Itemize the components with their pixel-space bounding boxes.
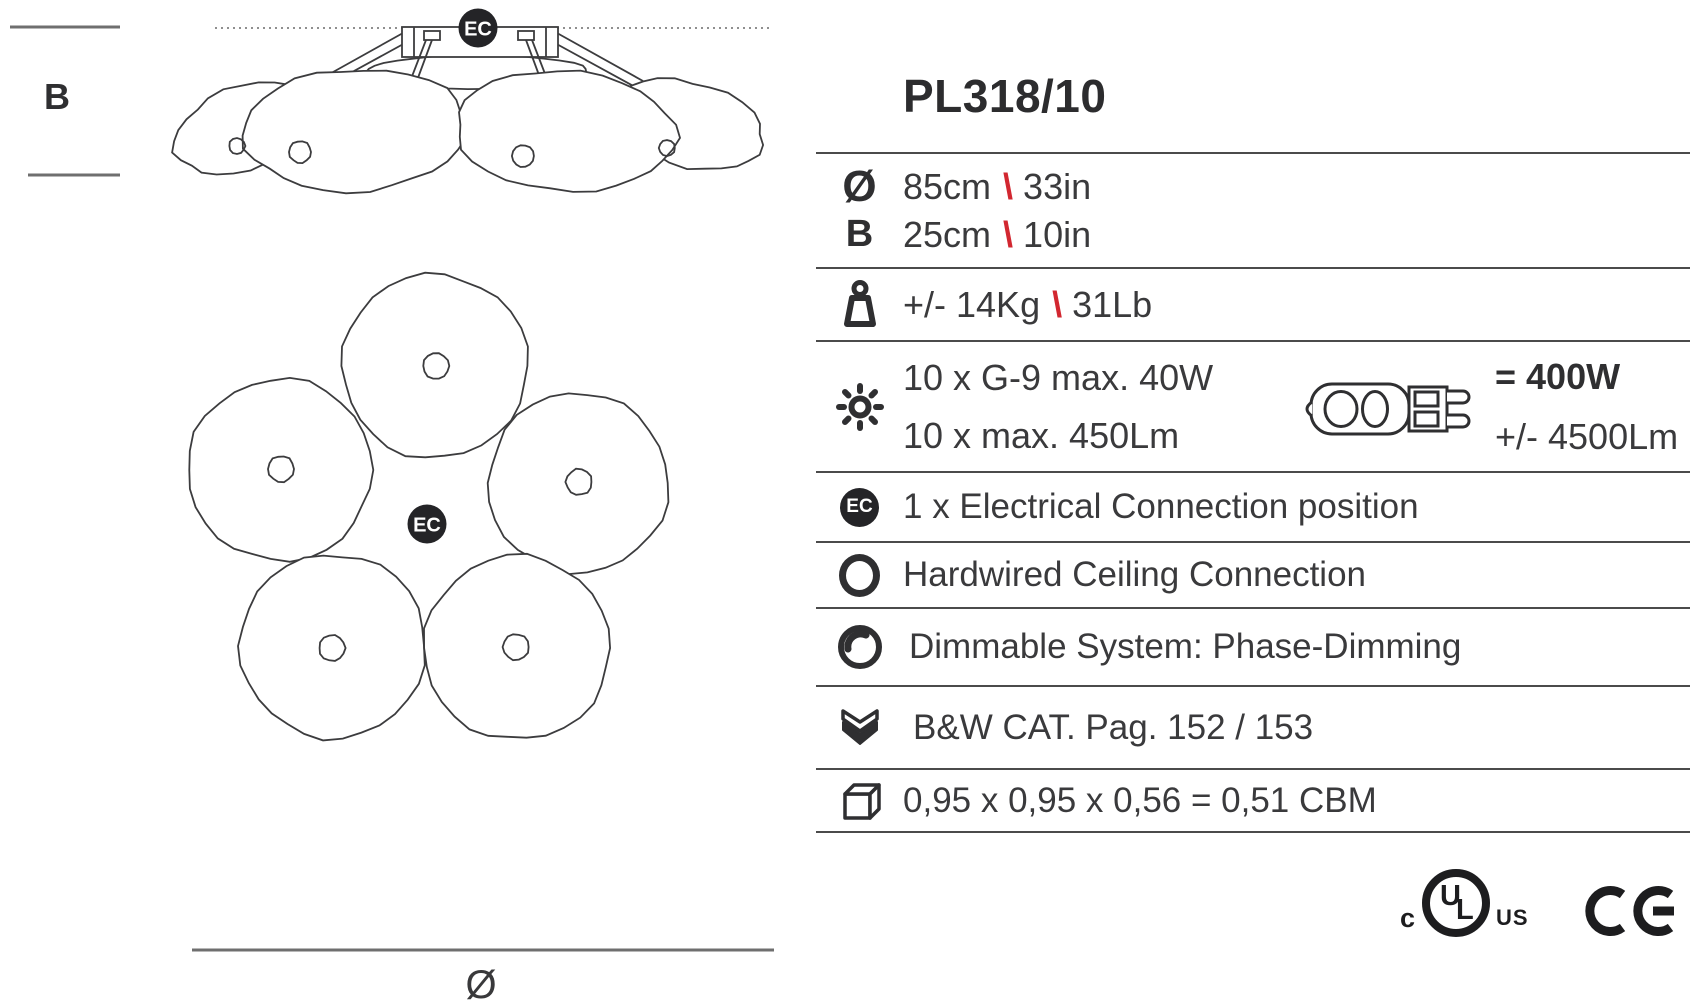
unit-separator: \ [1003, 213, 1014, 255]
side-view: EC [171, 8, 772, 195]
cul-c-label: c [1400, 903, 1416, 933]
packing-volume-label: 0,95 x 0,95 x 0,56 = 0,51 CBM [903, 780, 1377, 820]
lamping-row: 10 x G-9 max. 40W 10 x max. 450Lm = 400W… [816, 342, 1690, 473]
ceiling-connection-row: Hardwired Ceiling Connection [816, 543, 1690, 609]
total-lumens: +/- 4500Lm [1495, 415, 1679, 457]
spec-panel: PL318/10 Ø 85cm \ 33in B 25cm \ 10in [816, 40, 1690, 1002]
dimming-label: Dimmable System: Phase-Dimming [909, 627, 1462, 666]
diameter-metric: 85cm [903, 165, 992, 207]
diameter-dimension: Ø [192, 948, 774, 1002]
lamping-line1: 10 x G-9 max. 40W [903, 356, 1214, 398]
glass-disc [423, 552, 612, 739]
ul-circle: U L [1422, 869, 1490, 937]
technical-drawing: B [10, 8, 774, 1002]
unit-separator: \ [1052, 283, 1063, 325]
svg-text:EC: EC [464, 19, 492, 41]
dimensions-row: Ø 85cm \ 33in B 25cm \ 10in [816, 154, 1690, 269]
height-spec: B 25cm \ 10in [816, 211, 1690, 259]
electrical-connection-label: 1 x Electrical Connection position [903, 487, 1419, 526]
ec-badge-top: EC [407, 504, 447, 544]
svg-text:EC: EC [413, 515, 441, 537]
height-dimension: B [10, 25, 120, 177]
cul-us-label: US [1496, 905, 1529, 930]
weight-icon [816, 278, 903, 332]
ceiling-connection-label: Hardwired Ceiling Connection [903, 555, 1367, 594]
unit-separator: \ [1003, 165, 1014, 207]
weight-row: +/- 14Kg \ 31Lb [816, 269, 1690, 342]
height-imperial: 10in [1023, 213, 1092, 255]
certifications-row: c U L US [816, 833, 1690, 1002]
cul-us-mark: c U L US [1400, 869, 1540, 949]
glass-disc [340, 271, 529, 459]
catalog-label: B&W CAT. Pag. 152 / 153 [913, 707, 1314, 747]
diameter-dim-label: Ø [465, 963, 496, 1002]
catalog-row: B&W CAT. Pag. 152 / 153 [816, 687, 1690, 770]
height-icon: B [845, 213, 874, 255]
electrical-connection-row: EC 1 x Electrical Connection position [816, 473, 1690, 543]
total-wattage: = 400W [1495, 355, 1621, 397]
ce-mark [1585, 886, 1674, 936]
bulb-icon [816, 379, 903, 435]
weight-metric: +/- 14Kg [903, 283, 1041, 325]
g9-bulb-icon [1305, 382, 1471, 436]
box-icon [816, 778, 903, 824]
dimming-row: Dimmable System: Phase-Dimming [816, 609, 1690, 687]
weight-imperial: 31Lb [1072, 283, 1153, 325]
title-row: PL318/10 [816, 40, 1690, 154]
packing-volume-row: 0,95 x 0,95 x 0,56 = 0,51 CBM [816, 770, 1690, 833]
diameter-imperial: 33in [1023, 165, 1092, 207]
diameter-spec: Ø 85cm \ 33in [816, 161, 1690, 211]
lamping-line2: 10 x max. 450Lm [903, 414, 1180, 456]
glass-disc [188, 376, 375, 563]
glass-disc [486, 392, 670, 576]
hardwired-icon [816, 553, 903, 597]
diameter-icon: Ø [842, 161, 877, 211]
dimmer-icon [816, 622, 903, 672]
top-view: EC [188, 271, 670, 742]
height-dim-label: B [44, 76, 70, 117]
product-model: PL318/10 [903, 70, 1107, 122]
ec-icon: EC [816, 487, 903, 527]
glass-disc [237, 554, 426, 742]
height-metric: 25cm [903, 213, 992, 255]
catalog-book-icon [816, 703, 903, 753]
ec-badge-side: EC [458, 8, 498, 48]
